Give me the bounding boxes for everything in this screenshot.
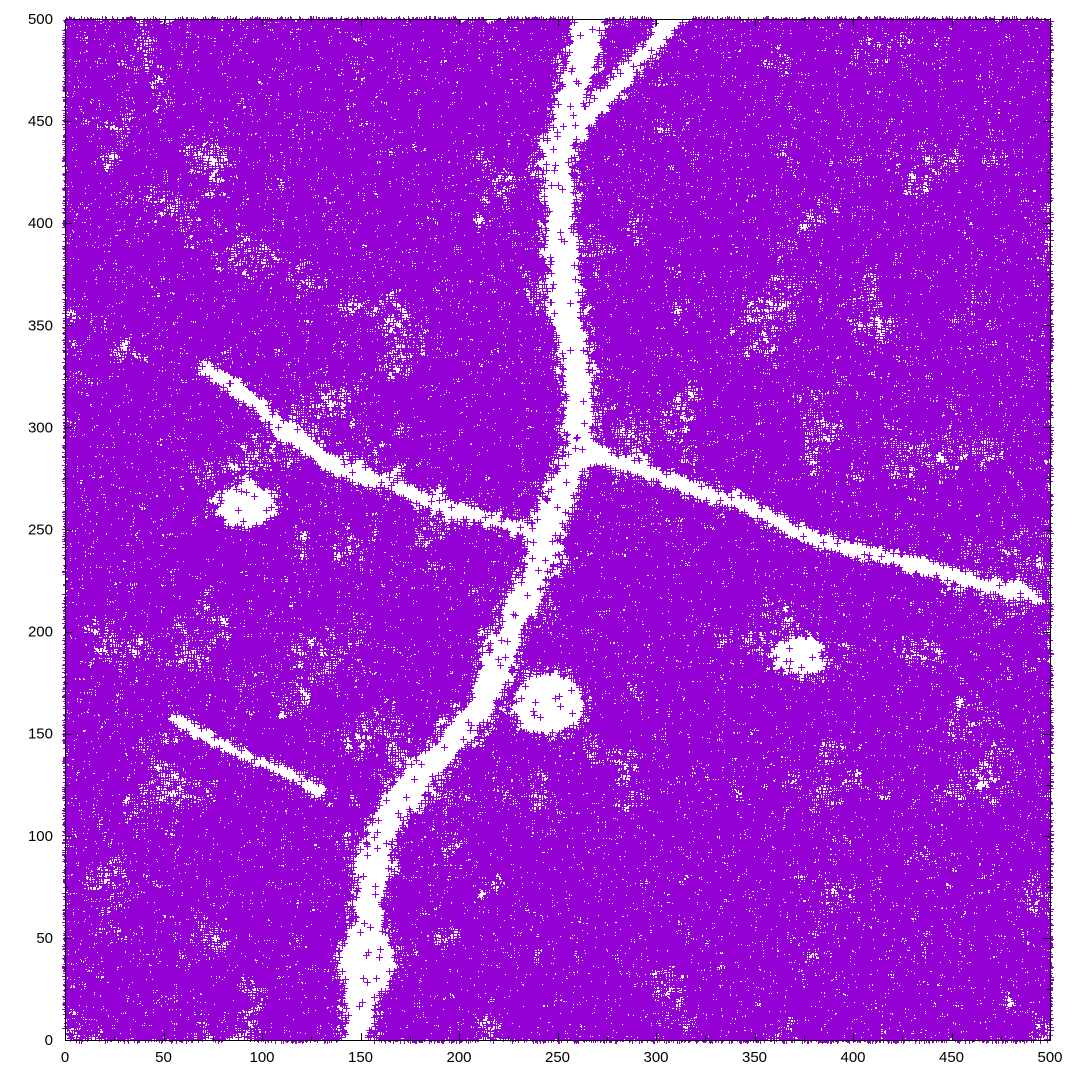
x-tick-label: 0 xyxy=(61,1049,69,1066)
y-tick-label: 500 xyxy=(28,11,53,28)
plus-markers xyxy=(62,16,1054,1044)
y-tick-label: 350 xyxy=(28,317,53,334)
y-tick-label: 100 xyxy=(28,828,53,845)
x-tick-label: 450 xyxy=(939,1049,964,1066)
y-tick-label: 200 xyxy=(28,624,53,641)
x-tick-label: 50 xyxy=(155,1049,172,1066)
y-tick-label: 450 xyxy=(28,113,53,130)
y-tick-label: 0 xyxy=(45,1032,53,1049)
y-tick-label: 150 xyxy=(28,726,53,743)
y-tick-label: 300 xyxy=(28,419,53,436)
markers-group xyxy=(62,16,1054,1044)
x-tick-label: 300 xyxy=(643,1049,668,1066)
y-tick-label: 400 xyxy=(28,215,53,232)
x-tick-label: 350 xyxy=(742,1049,767,1066)
x-tick-label: 150 xyxy=(348,1049,373,1066)
x-tick-label: 200 xyxy=(446,1049,471,1066)
x-tick-label: 250 xyxy=(545,1049,570,1066)
x-tick-label: 100 xyxy=(249,1049,274,1066)
y-tick-label: 50 xyxy=(36,930,53,947)
x-tick-label: 500 xyxy=(1037,1049,1062,1066)
x-tick-label: 400 xyxy=(840,1049,865,1066)
y-tick-label: 250 xyxy=(28,522,53,539)
